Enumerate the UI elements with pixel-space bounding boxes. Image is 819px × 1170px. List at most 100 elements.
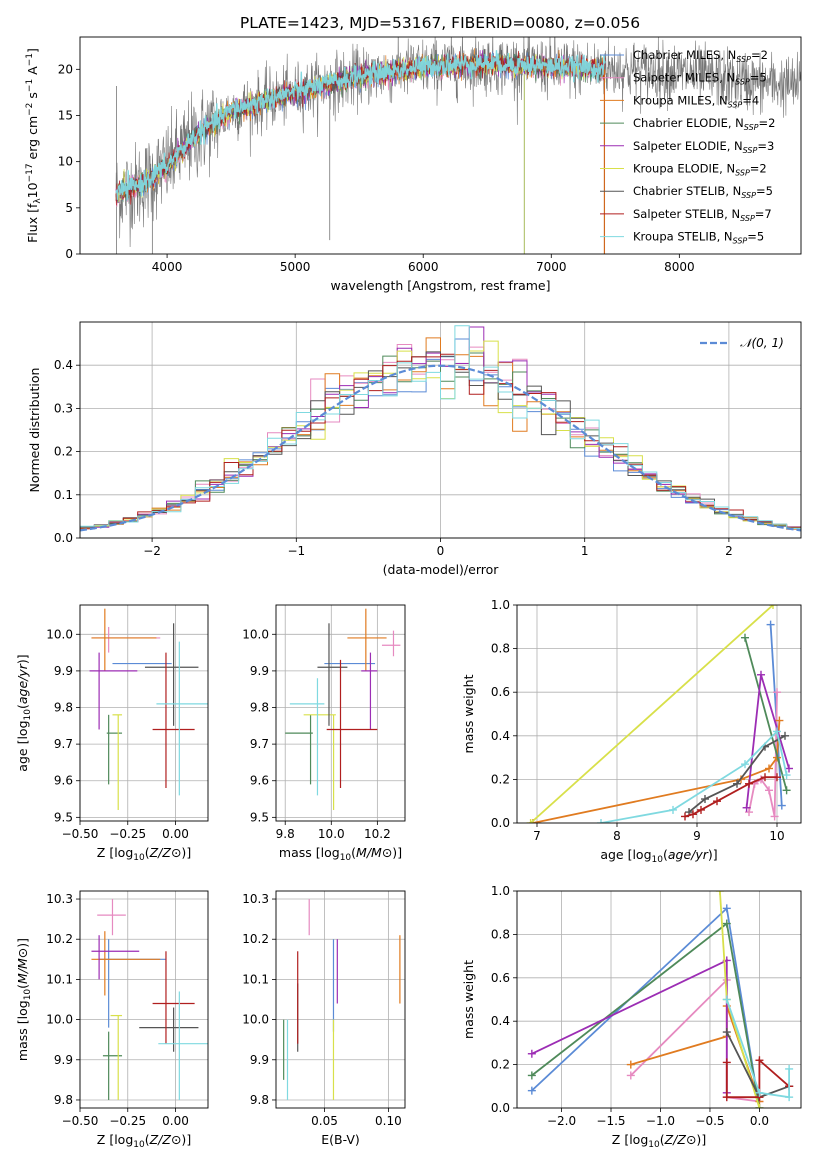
series-line [725,1058,790,1099]
legend-label: Salpeter ELODIE, NSSP=3 [633,139,774,155]
mass-weight-vs-age-panel: 7 8 9 10 0.0 0.2 0.4 0.6 0.8 1.0 age [log10(age/yr… [461,598,802,865]
x-tick-label: −1.0 [646,1114,675,1128]
y-tick-label: 9.9 [250,664,269,678]
y-tick-label: 9.8 [54,1093,73,1107]
marker [785,1093,794,1102]
y-tick-label: 9.8 [250,1093,269,1107]
series-salpeter-miles [626,975,764,1106]
x-axis-label: Z [log10(Z/Z⊙)] [97,845,191,863]
mass-vs-ebv-panel: 0.05 0.10 9.8 9.9 10.0 10.1 10.2 10.3 E(B-V) [242,890,406,1147]
legend-item-kroupa-elodie: Kroupa ELODIE, NSSP=2 [600,162,767,178]
y-tick-label: 0.0 [491,816,510,830]
marker [745,808,753,817]
plot-area [115,37,801,254]
marker [785,764,793,773]
marker [742,803,751,812]
normal-curve [80,364,801,532]
legend-item-salpeter-stelib: Salpeter STELIB, NSSP=7 [600,207,772,223]
y-tick-label: 9.7 [54,737,73,751]
marker [669,805,677,814]
y-tick-label: 9.5 [250,810,269,824]
marker [722,995,731,1004]
marker [769,605,777,609]
y-axis-label: Flux [fλ10−17 erg cm−2 s−1 A−1] [25,48,43,243]
series-kroupa-stelib [722,995,794,1102]
x-tick-label: 10.2 [364,827,391,841]
marker [766,620,775,629]
series-salpeter-stelib [722,1056,794,1102]
histogram-kroupa-stelib [80,325,801,529]
point-kroupa-stelib [156,641,208,796]
x-tick-label: 9 [693,829,701,843]
marker [782,786,791,795]
x-axis-label: age [log10(age/yr)] [600,847,717,865]
marker [597,819,605,823]
point-salpeter-stelib [152,652,195,789]
y-tick-label: 0.0 [491,1101,510,1115]
x-axis-label: Z [log10(Z/Z⊙)] [612,1132,706,1150]
x-tick-label: 5000 [280,260,311,274]
x-tick-label: 6000 [408,260,439,274]
marker [527,1049,536,1058]
marker [757,670,765,679]
marker [775,716,784,725]
marker [722,1058,731,1067]
x-tick-label: −0.25 [109,1114,146,1128]
y-tick-label: 9.6 [250,774,269,788]
y-tick-label: 0.4 [491,1014,510,1028]
y-tick-label: 10.1 [46,972,73,986]
y-tick-label: 10 [58,155,73,169]
y-axis-label: mass weight [461,674,476,753]
x-tick-label: 9.8 [276,827,295,841]
point-kroupa-elodie [112,714,123,811]
point-chabrier-elodie [102,1031,123,1100]
y-axis-label: age [log10(age/yr)] [15,654,33,771]
plot-area [285,608,401,811]
marker [755,1104,764,1108]
x-tick-label: 8000 [664,260,695,274]
y-tick-label: 0.4 [54,358,73,372]
legend-item-chabrier-stelib: Chabrier STELIB, NSSP=5 [600,184,773,200]
y-tick-label: 0.8 [491,927,510,941]
x-axis-label: (data-model)/error [383,562,500,577]
marker [701,795,709,804]
marker [765,764,773,773]
series-line [748,692,778,817]
series-kroupa-stelib [597,727,791,823]
legend-label: Chabrier MILES, NSSP=2 [633,48,768,64]
histogram-salpeter-stelib [80,353,801,530]
x-axis-label: wavelength [Angstrom, rest frame] [330,278,550,293]
y-tick-label: 5 [65,201,73,215]
axes-frame [79,604,209,822]
point-chabrier-stelib [139,1007,199,1052]
y-tick-label: 10.3 [242,892,269,906]
point-chabrier-stelib [317,623,348,726]
plot-area [80,325,801,532]
legend-label: Salpeter STELIB, NSSP=7 [633,207,772,223]
y-tick-label: 1.0 [491,884,510,898]
marker [781,731,789,740]
residual-histogram-panel: −2 −1 0 1 2 0.0 0.1 0.2 0.3 0.4 (data-model)/error… [27,321,802,577]
marker [689,810,697,819]
spectrum-panel: 4000 5000 6000 7000 8000 0 5 10 15 20 wavelength [… [25,36,802,293]
legend-item-kroupa-stelib: Kroupa STELIB, NSSP=5 [600,230,764,246]
y-tick-label: 1.0 [491,598,510,612]
legend-item-salpeter-elodie: Salpeter ELODIE, NSSP=3 [600,139,774,155]
marker [715,891,724,895]
legend-label: Kroupa MILES, NSSP=4 [633,93,759,109]
point-kroupa-stelib [289,678,325,796]
series-line [630,1005,761,1102]
x-tick-label: 8 [613,829,621,843]
y-tick-label: 9.8 [250,701,269,715]
series-chabrier-elodie [741,633,791,795]
plot-area [527,891,794,1108]
marker [681,812,689,821]
axes-frame [79,36,802,255]
marker [785,1064,794,1073]
legend-item-kroupa-miles: Kroupa MILES, NSSP=4 [600,93,759,109]
marker [741,760,749,769]
x-tick-label: 0.00 [162,827,189,841]
legend-label: Kroupa STELIB, NSSP=5 [633,230,764,246]
x-tick-label: 7 [533,829,541,843]
series-line [531,958,728,1093]
